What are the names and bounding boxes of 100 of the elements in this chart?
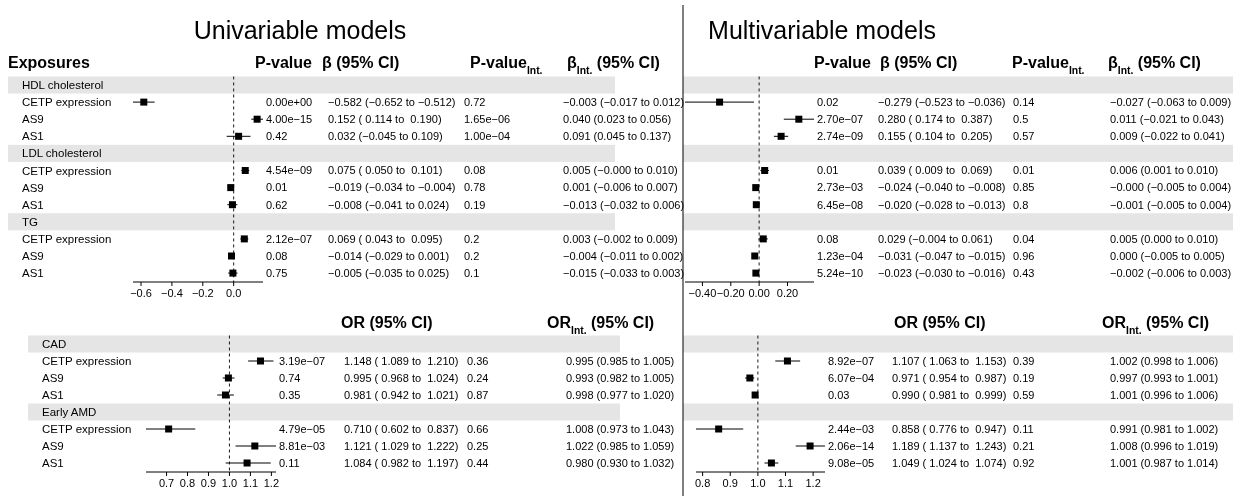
y-tick-label: Early AMD	[42, 406, 97, 419]
y-tick-label: AS9	[42, 372, 64, 385]
text: 2.73e−03	[817, 181, 864, 194]
text: 0.85	[1013, 181, 1035, 194]
x-tick-label: −0.4	[161, 287, 183, 299]
text: 1.084 ( 0.982 to 1.197)	[344, 456, 459, 469]
text: 1.121 ( 1.029 to 1.222)	[344, 439, 459, 452]
text: −0.008 (−0.041 to 0.024)	[328, 198, 450, 211]
text: −0.019 (−0.034 to −0.004)	[328, 181, 456, 194]
text: 0.280 ( 0.174 to 0.387)	[878, 113, 993, 126]
text: 0.87	[467, 388, 489, 401]
y-tick-label: CETP expression	[22, 232, 112, 245]
text: 1.001 (0.996 to 1.006)	[1110, 388, 1219, 401]
text: 0.35	[279, 388, 301, 401]
text: 2.06e−14	[828, 439, 875, 452]
text: 1.65e−06	[464, 113, 511, 126]
text: 0.029 (−0.004 to 0.061)	[878, 232, 993, 245]
y-tick-label: AS1	[22, 130, 44, 143]
text: 0.2	[464, 232, 480, 245]
text: 0.040 (0.023 to 0.056)	[563, 113, 672, 126]
text: 0.43	[1013, 266, 1035, 279]
text: 1.00e−04	[464, 130, 511, 143]
text: 0.21	[1013, 439, 1035, 452]
text: 9.08e−05	[828, 456, 875, 469]
text: 4.00e−15	[266, 113, 313, 126]
text: 0.5	[1013, 113, 1029, 126]
text: 0.152 ( 0.114 to 0.190)	[328, 113, 442, 126]
text: 8.81e−03	[279, 439, 326, 452]
text: 0.72	[464, 95, 486, 108]
text: 0.08	[817, 232, 839, 245]
text: 0.44	[467, 456, 489, 469]
text: 1.189 ( 1.137 to 1.243)	[892, 439, 1007, 452]
y-tick-label: AS1	[22, 267, 44, 280]
text: 0.997 (0.993 to 1.001)	[1110, 371, 1219, 384]
x-tick-label: 0.7	[158, 477, 175, 489]
text: −0.002 (−0.006 to 0.003)	[1110, 266, 1232, 279]
text: 4.79e−05	[279, 422, 326, 435]
text: OR$_{Int.}$ (95% CI)	[547, 313, 655, 336]
y-tick-label: TG	[22, 215, 39, 228]
text: 1.022 (0.985 to 1.059)	[566, 439, 675, 452]
text: 1.002 (0.998 to 1.006)	[1110, 354, 1219, 367]
text: 0.08	[464, 164, 486, 177]
text: 0.069 ( 0.043 to 0.095)	[328, 232, 443, 245]
y-tick-label: CAD	[42, 338, 67, 351]
text: 0.005 (−0.000 to 0.010)	[563, 164, 678, 177]
x-tick-label: 1.1	[777, 477, 794, 489]
text: β$_{Int.}$ (95% CI)	[567, 53, 660, 76]
text: 0.14	[1013, 95, 1035, 108]
chart-title: Univariable models	[193, 15, 407, 44]
text: β (95% CI)	[322, 53, 400, 71]
text: 4.54e−09	[266, 164, 313, 177]
text: 0.001 (−0.006 to 0.007)	[563, 181, 678, 194]
text: 0.980 (0.930 to 1.032)	[566, 456, 675, 469]
text: 0.01	[817, 164, 839, 177]
text: 2.70e−07	[817, 113, 864, 126]
text: 0.36	[467, 354, 489, 367]
text: β (95% CI)	[880, 53, 958, 71]
text: 0.009 (−0.022 to 0.041)	[1110, 130, 1225, 143]
text: 1.008 (0.973 to 1.043)	[566, 422, 675, 435]
text: −0.582 (−0.652 to −0.512)	[328, 95, 456, 108]
y-tick-label: CETP expression	[22, 96, 112, 109]
text: OR$_{Int.}$ (95% CI)	[1102, 313, 1210, 336]
text: 0.78	[464, 181, 486, 194]
x-tick-label: 1.2	[263, 477, 280, 489]
text: 1.049 ( 1.024 to 1.074)	[892, 456, 1007, 469]
text: P-value	[255, 53, 313, 71]
y-tick-label: CETP expression	[42, 355, 132, 368]
text: 0.19	[464, 198, 486, 211]
y-axis-title: Exposures	[8, 53, 90, 71]
text: 0.2	[464, 249, 480, 262]
text: 0.11	[1013, 422, 1034, 435]
text: −0.013 (−0.032 to 0.006)	[563, 198, 685, 211]
text: 0.991 (0.981 to 1.002)	[1110, 422, 1219, 435]
text: 0.8	[1013, 198, 1029, 211]
text: 1.148 ( 1.089 to 1.210)	[344, 354, 459, 367]
text: 0.02	[817, 95, 839, 108]
x-tick-label: 1.0	[750, 477, 766, 489]
x-tick-label: −0.20	[716, 287, 745, 299]
text: P-value$_{Int.}$	[470, 53, 543, 76]
x-tick-label: −0.40	[688, 287, 717, 299]
text: 0.006 (0.001 to 0.010)	[1110, 164, 1219, 177]
text: 0.57	[1013, 130, 1035, 143]
text: 0.995 (0.985 to 1.005)	[566, 354, 675, 367]
text: −0.000 (−0.005 to 0.004)	[1110, 181, 1232, 194]
text: 0.74	[279, 371, 301, 384]
x-tick-label: −0.6	[130, 287, 152, 299]
x-tick-label: 0.20	[776, 287, 799, 299]
text: 0.155 ( 0.104 to 0.205)	[878, 130, 993, 143]
text: 0.59	[1013, 388, 1035, 401]
text: 8.92e−07	[828, 354, 875, 367]
text: 0.01	[1013, 164, 1035, 177]
text: 0.75	[266, 266, 288, 279]
text: 0.11	[279, 456, 300, 469]
text: 1.23e−04	[817, 249, 864, 262]
text: 0.25	[467, 439, 489, 452]
text: 0.03	[828, 388, 850, 401]
x-tick-label: 0.0	[226, 287, 242, 299]
text: 0.998 (0.977 to 1.020)	[566, 388, 675, 401]
text: 0.971 ( 0.954 to 0.987)	[892, 371, 1007, 384]
text: −0.015 (−0.033 to 0.003)	[563, 266, 685, 279]
